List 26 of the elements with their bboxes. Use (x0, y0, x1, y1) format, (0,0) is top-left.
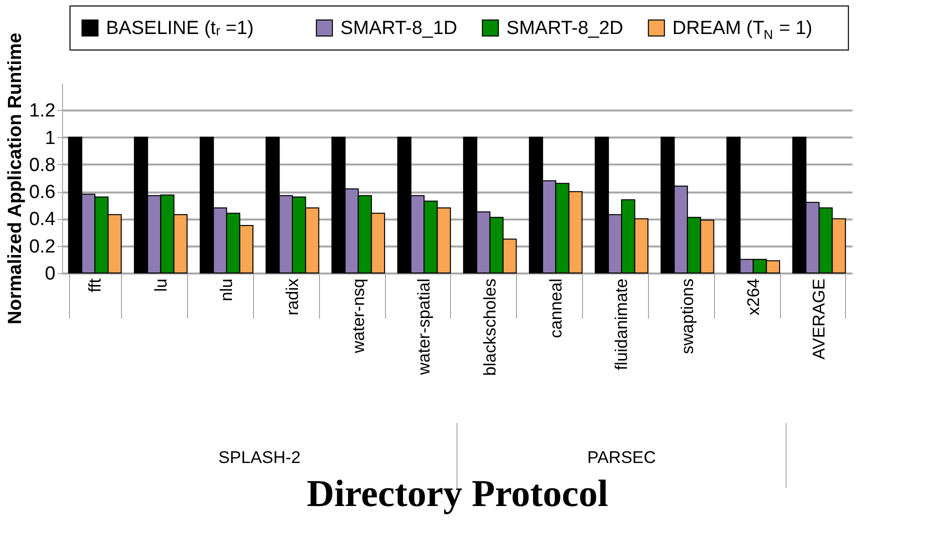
y-tick-label: 1.2 (29, 100, 56, 122)
y-axis-title: Normalized Application Runtime (5, 32, 26, 324)
x-axis-title: Directory Protocol (306, 472, 608, 515)
x-tick-label: fluidanimate (612, 278, 632, 370)
x-tick-label: x264 (744, 278, 763, 316)
y-tick-label: 1 (44, 128, 56, 149)
x-tick-label: swaptions (678, 278, 697, 354)
x-tick-label: lu (151, 278, 170, 292)
x-tick-label: water-spatial (414, 278, 434, 376)
x-tick-label: AVERAGE (810, 278, 829, 360)
y-tick-label: 0.6 (29, 182, 56, 204)
x-tick-label: blackscholes (480, 278, 500, 376)
x-tick-label: radix (282, 278, 302, 316)
x-tick-label: fft (85, 278, 104, 292)
x-tick-label: canneal (546, 278, 566, 338)
legend-label: SMART-8_2D (506, 18, 624, 39)
text: SPLASH-2 (218, 448, 301, 467)
x-tick-label: nlu (217, 278, 236, 302)
y-tick-label: 0.2 (29, 236, 56, 258)
y-tick-label: 0.8 (29, 154, 56, 176)
y-tick-label: 0.4 (29, 209, 56, 230)
text: PARSEC (587, 448, 656, 467)
y-tick-label: 0 (44, 264, 56, 284)
x-tick-label: water-nsq (348, 278, 368, 354)
legend-label: SMART-8_1D (340, 18, 458, 39)
legend-label: BASELINE (tᵣ =1) (106, 18, 254, 39)
